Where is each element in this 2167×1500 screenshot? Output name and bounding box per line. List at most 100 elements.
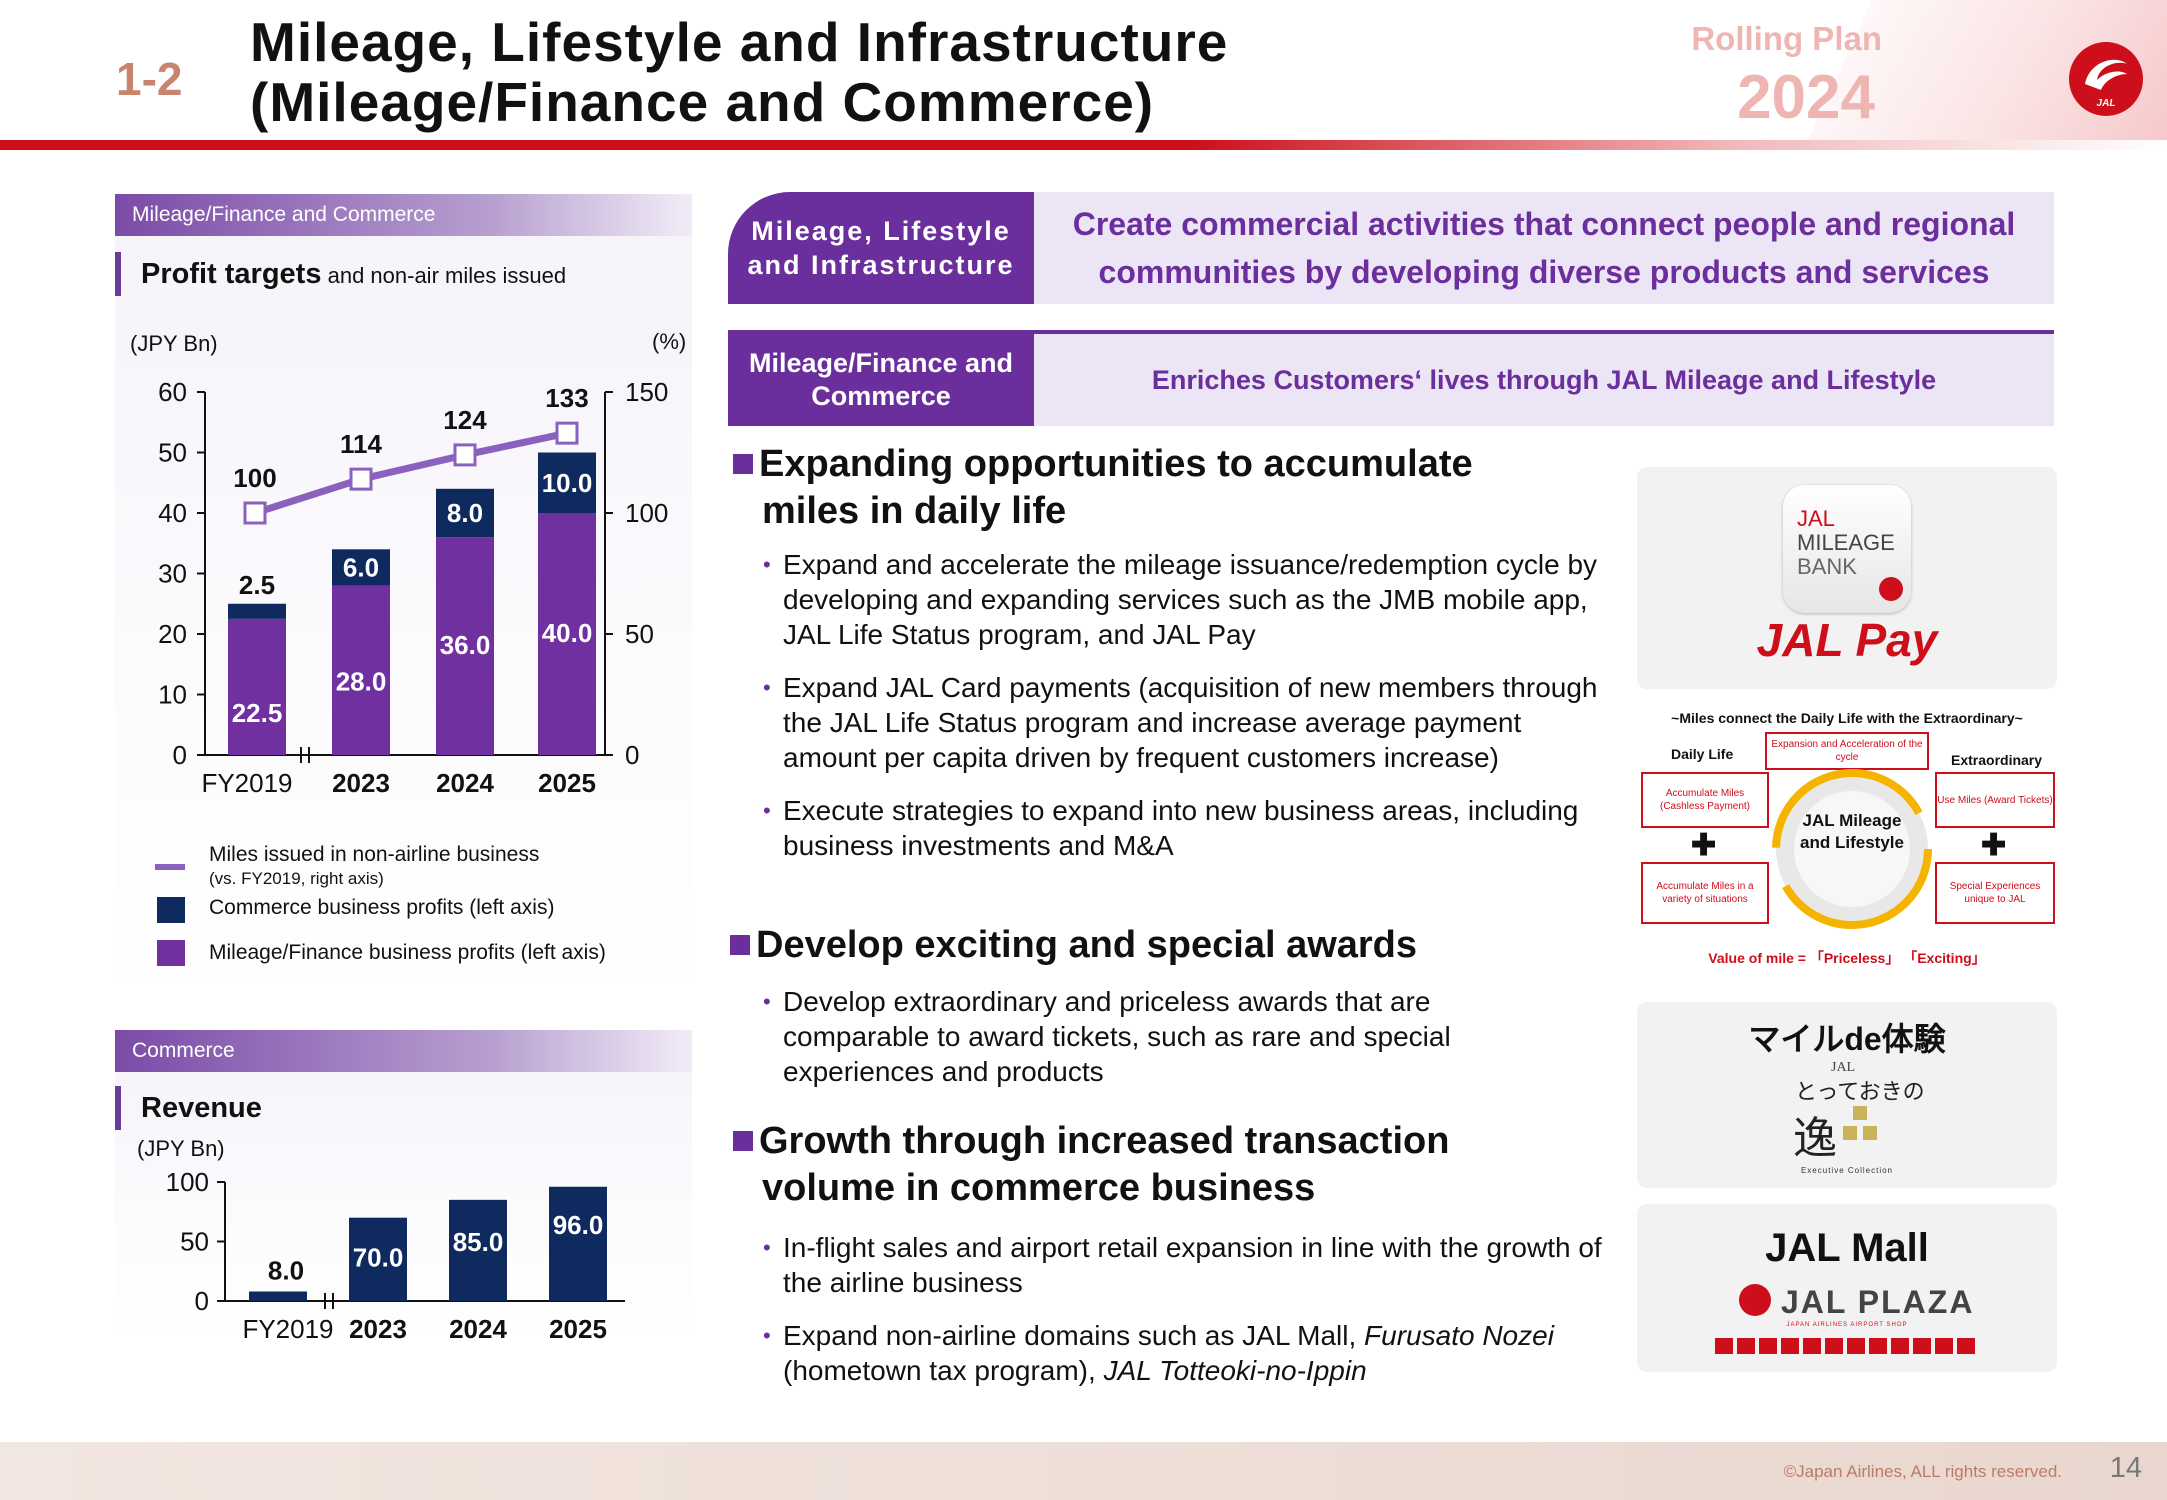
- left-tick-label: 50: [158, 438, 187, 468]
- banner-divider: [728, 330, 2054, 334]
- revenue-bar-label: 85.0: [453, 1227, 504, 1257]
- legend-commerce: Commerce business profits (left axis): [209, 896, 555, 919]
- left-tick-label: 0: [173, 740, 187, 770]
- bar-mileage-finance: [436, 537, 494, 755]
- miles-issued-marker: [349, 467, 373, 491]
- cycle-box-cashless: Accumulate Miles (Cashless Payment): [1641, 772, 1769, 828]
- bullet-dot-icon: •: [763, 798, 771, 823]
- heading-special-awards: Develop exciting and special awards: [730, 922, 1417, 969]
- bullet-text: In-flight sales and airport retail expan…: [783, 1232, 1602, 1298]
- right-tick-label: 100: [625, 498, 668, 528]
- jal-mall-logo: JAL Mall: [1765, 1226, 1929, 1270]
- bullet-text-italic: Furusato Nozei: [1364, 1320, 1554, 1351]
- right-tick-label: 50: [625, 619, 654, 649]
- profit-left-unit: (JPY Bn): [130, 331, 218, 356]
- bar-label-mileage: 22.5: [232, 698, 283, 728]
- y-tick-label: 0: [195, 1286, 209, 1316]
- revenue-bar-label: 8.0: [268, 1255, 304, 1285]
- cycle-ring-icon: [1772, 769, 1932, 929]
- bar-commerce: [332, 549, 390, 586]
- cycle-box-variety: Accumulate Miles in a variety of situati…: [1641, 862, 1769, 924]
- bar-label-mileage: 40.0: [542, 618, 593, 648]
- totteoki-label: とっておきの: [1795, 1079, 1925, 1104]
- left-tick-label: 10: [158, 680, 187, 710]
- banner-business-goal: Enriches Customers‘ lives through JAL Mi…: [1034, 334, 2054, 426]
- bullets-accumulate: • Expand and accelerate the mileage issua…: [763, 547, 1603, 863]
- bullet-dot-icon: •: [763, 675, 771, 700]
- bullet-text: Develop extraordinary and priceless awar…: [783, 986, 1451, 1087]
- page-title: Mileage, Lifestyle and Infrastructure (M…: [250, 12, 1228, 132]
- bar-label-commerce: 2.5: [239, 570, 275, 600]
- heading-line: Develop exciting and special awards: [756, 924, 1418, 966]
- bullet-item: • Expand non-airline domains such as JAL …: [763, 1318, 1613, 1388]
- miles-issued-label: 133: [545, 383, 588, 413]
- revenue-bar: [249, 1291, 307, 1301]
- bullet-dot-icon: •: [763, 1235, 771, 1260]
- bar-commerce: [436, 488, 494, 538]
- jal-plaza-logo: JAL PLAZA: [1781, 1284, 1975, 1320]
- rolling-plan-label: Rolling Plan: [1691, 20, 1882, 57]
- legend-commerce-swatch: [157, 897, 185, 923]
- ippin-char: 逸: [1793, 1114, 1837, 1163]
- revenue-bar: [549, 1186, 607, 1301]
- bullet-item: • Expand and accelerate the mileage issua…: [763, 547, 1603, 652]
- crane-mini-icon: [1879, 577, 1903, 601]
- totteoki-jal: JAL: [1831, 1060, 1856, 1075]
- jal-plaza-crane-icon: [1739, 1284, 1771, 1316]
- heading-square-icon: [733, 1131, 753, 1151]
- x-tick-label: FY2019: [201, 768, 292, 798]
- banner-business: Mileage/Finance and Commerce: [728, 334, 1034, 426]
- x-tick-label: 2023: [332, 768, 390, 798]
- gold-square-icon: [1843, 1126, 1857, 1140]
- jal-pay-logo: JAL Pay: [1756, 614, 1938, 666]
- bullet-item: • Expand JAL Card payments (acquisition o…: [763, 670, 1603, 775]
- rolling-plan-year: 2024: [1737, 63, 1875, 132]
- title-line-2: (Mileage/Finance and Commerce): [250, 71, 1155, 133]
- right-tick-label: 150: [625, 377, 668, 407]
- profit-section-header: Mileage/Finance and Commerce: [115, 194, 692, 236]
- revenue-unit: (JPY Bn): [137, 1136, 225, 1161]
- left-tick-label: 20: [158, 619, 187, 649]
- heading-accumulate-miles: Expanding opportunities to accumulate mi…: [733, 441, 1473, 535]
- profit-chart: 0 10 20 30 40 50 60 0 50 100 150 22.5 2.5 FY2019 28.0…: [158, 377, 668, 798]
- bullet-dot-icon: •: [763, 989, 771, 1014]
- bar-label-commerce: 10.0: [542, 468, 593, 498]
- miles-issued-label: 114: [340, 429, 382, 459]
- revenue-bar: [349, 1217, 407, 1301]
- cycle-daily-life: Daily Life: [1671, 746, 1734, 762]
- bar-mileage-finance: [332, 585, 390, 755]
- miles-issued-label: 124: [443, 405, 487, 435]
- revenue-chart: 0 50 100 8.0 FY2019 70.0 2023 85.0 2024 96.0 2025: [166, 1167, 625, 1344]
- bullets-awards: • Develop extraordinary and priceless awa…: [763, 984, 1563, 1089]
- right-tick-label: 0: [625, 740, 639, 770]
- jal-mall-card: JAL Mall JAL PLAZA JAPAN AIRLINES AIRPOR…: [1637, 1204, 2057, 1372]
- copyright: ©Japan Airlines, ALL rights reserved.: [1783, 1462, 2062, 1481]
- bullet-item: • In-flight sales and airport retail expa…: [763, 1230, 1613, 1300]
- bullet-dot-icon: •: [763, 552, 771, 577]
- bullet-text: Expand JAL Card payments (acquisition of…: [783, 672, 1598, 773]
- profit-right-unit: (%): [652, 329, 687, 354]
- miles-issued-marker: [555, 421, 579, 445]
- bullet-text: Expand non-airline domains such as JAL M…: [783, 1320, 1365, 1351]
- cycle-box-award-tickets: Use Miles (Award Tickets): [1935, 772, 2055, 828]
- bullet-text: (hometown tax program),: [783, 1355, 1104, 1386]
- cycle-extraordinary: Extraordinary: [1951, 752, 2043, 768]
- miles-issued-marker: [243, 501, 267, 525]
- legend-mileage-swatch: [157, 940, 185, 966]
- app-icon-mileage: MILEAGE: [1797, 530, 1895, 555]
- banner-pillar-goal: Create commercial activities that connec…: [1034, 192, 2054, 304]
- heading-line: miles in daily life: [762, 490, 1067, 532]
- bullets-commerce: • In-flight sales and airport retail expa…: [763, 1230, 1613, 1388]
- executive-collection: Executive Collection: [1800, 1166, 1894, 1175]
- jal-plaza-stripe: [1715, 1338, 1979, 1354]
- revenue-bar: [449, 1199, 507, 1301]
- x-tick-label: 2025: [549, 1314, 607, 1344]
- x-tick-label: 2024: [436, 768, 494, 798]
- commerce-section-header: Commerce: [115, 1030, 692, 1072]
- cycle-box-expansion: Expansion and Acceleration of the cycle: [1765, 732, 1929, 770]
- y-tick-label: 100: [166, 1167, 209, 1197]
- revenue-title: Revenue: [115, 1086, 262, 1130]
- app-icon-jal: JAL: [1797, 506, 1835, 531]
- miles-issued-marker: [453, 443, 477, 467]
- y-tick-label: 50: [180, 1227, 209, 1257]
